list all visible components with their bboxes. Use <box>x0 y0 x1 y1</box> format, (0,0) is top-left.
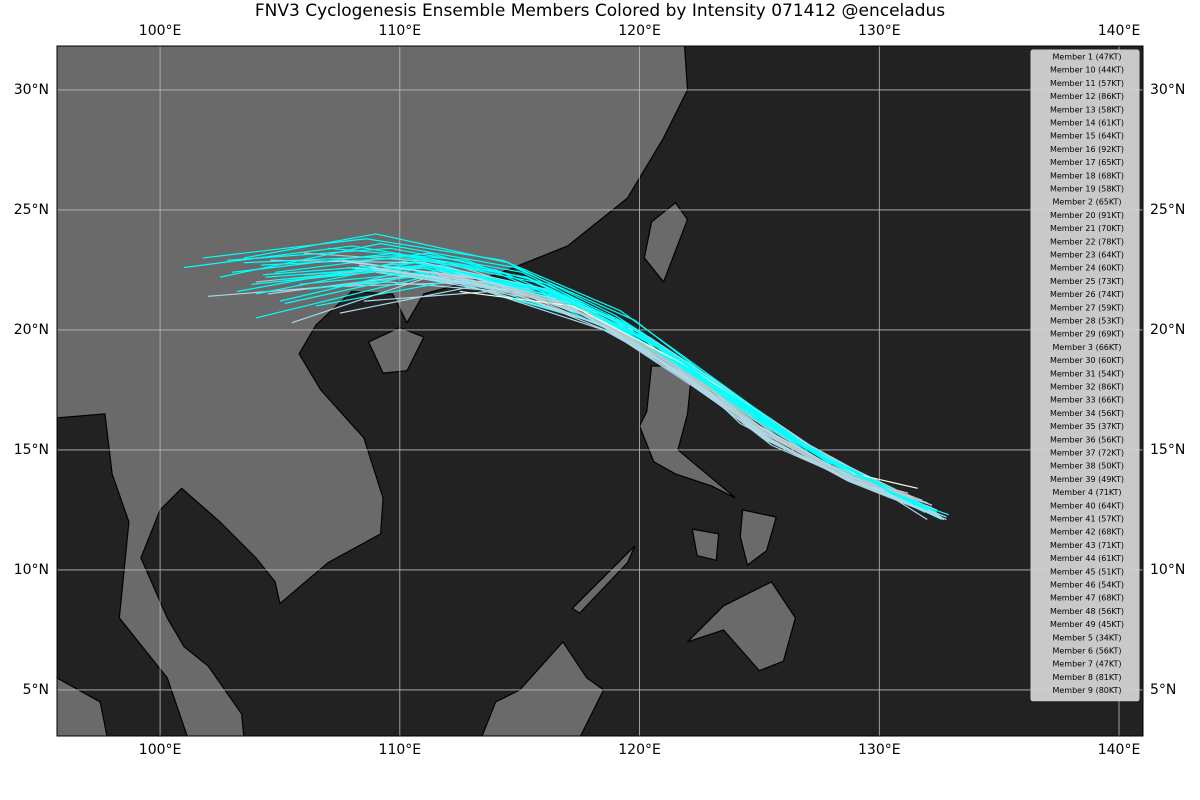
frame <box>56 45 1144 737</box>
legend-entry: Member 35 (37KT) <box>1050 422 1124 431</box>
legend-entry: Member 30 (60KT) <box>1050 356 1124 365</box>
legend-entry: Member 34 (56KT) <box>1050 409 1124 418</box>
legend-entry: Member 47 (68KT) <box>1050 594 1124 603</box>
legend-entry: Member 22 (78KT) <box>1050 237 1124 246</box>
legend-entry: Member 7 (47KT) <box>1052 660 1121 669</box>
x-tick-label: 110°E <box>379 23 422 39</box>
legend-entry: Member 37 (72KT) <box>1050 449 1124 458</box>
landmass <box>571 545 636 614</box>
x-tick-label: 130°E <box>858 742 901 758</box>
y-tick-label: 20°N <box>14 322 49 338</box>
x-tick-label: 100°E <box>139 742 182 758</box>
storm-track <box>466 283 926 504</box>
landmass <box>691 528 720 562</box>
legend-entry: Member 11 (57KT) <box>1050 79 1124 88</box>
legend-entry: Member 5 (34KT) <box>1052 633 1121 642</box>
legend-entry: Member 29 (69KT) <box>1050 330 1124 339</box>
x-tick-label: 120°E <box>618 23 661 39</box>
legend-entry: Member 9 (80KT) <box>1052 686 1121 695</box>
y-tick-label: 25°N <box>14 202 49 218</box>
y-tick-label: 15°N <box>14 442 49 458</box>
storm-track <box>279 266 938 513</box>
map-title: FNV3 Cyclogenesis Ensemble Members Color… <box>255 1 945 21</box>
y-tick-label: 10°N <box>1150 562 1185 578</box>
x-tick-label: 120°E <box>618 742 661 758</box>
legend: Member 1 (47KT) Member 10 (44KT) Member 11… <box>1030 49 1140 702</box>
legend-entry: Member 16 (92KT) <box>1050 145 1124 154</box>
legend-entry: Member 32 (86KT) <box>1050 383 1124 392</box>
y-tick-label: 15°N <box>1150 442 1185 458</box>
legend-entry: Member 49 (45KT) <box>1050 620 1124 629</box>
landmass <box>481 640 605 736</box>
legend-entry: Member 18 (68KT) <box>1050 171 1124 180</box>
legend-entry: Member 6 (56KT) <box>1052 647 1121 656</box>
legend-entry: Member 3 (66KT) <box>1052 343 1121 352</box>
y-tick-label: 5°N <box>23 682 49 698</box>
landmass <box>687 581 797 672</box>
legend-entry: Member 46 (54KT) <box>1050 581 1124 590</box>
legend-entry: Member 8 (81KT) <box>1052 673 1121 682</box>
legend-entry: Member 13 (58KT) <box>1050 105 1124 114</box>
x-tick-label: 110°E <box>379 742 422 758</box>
landmass <box>638 365 736 499</box>
legend-entry: Member 4 (71KT) <box>1052 488 1121 497</box>
legend-entry: Member 40 (64KT) <box>1050 501 1124 510</box>
legend-entry: Member 24 (60KT) <box>1050 264 1124 273</box>
legend-entry: Member 23 (64KT) <box>1050 251 1124 260</box>
legend-entry: Member 48 (56KT) <box>1050 607 1124 616</box>
y-tick-label: 30°N <box>1150 82 1185 98</box>
x-tick-label: 140°E <box>1098 23 1141 39</box>
y-tick-label: 10°N <box>14 562 49 578</box>
legend-entry: Member 20 (91KT) <box>1050 211 1124 220</box>
legend-entry: Member 42 (68KT) <box>1050 528 1124 537</box>
legend-entry: Member 33 (66KT) <box>1050 396 1124 405</box>
legend-entry: Member 19 (58KT) <box>1050 185 1124 194</box>
y-tick-label: 5°N <box>1150 682 1176 698</box>
legend-entry: Member 38 (50KT) <box>1050 462 1124 471</box>
legend-box <box>1030 49 1140 702</box>
legend-entry: Member 31 (54KT) <box>1050 369 1124 378</box>
legend-entry: Member 41 (57KT) <box>1050 515 1124 524</box>
storm-track <box>342 259 935 516</box>
legend-entry: Member 26 (74KT) <box>1050 290 1124 299</box>
legend-entry: Member 28 (53KT) <box>1050 317 1124 326</box>
legend-entry: Member 14 (61KT) <box>1050 119 1124 128</box>
landmass <box>643 201 689 284</box>
y-tick-label: 30°N <box>14 82 49 98</box>
x-tick-label: 140°E <box>1098 742 1141 758</box>
x-tick-label: 100°E <box>139 23 182 39</box>
legend-entry: Member 17 (65KT) <box>1050 158 1124 167</box>
landmass <box>739 509 777 567</box>
legend-entry: Member 2 (65KT) <box>1052 198 1121 207</box>
legend-entry: Member 25 (73KT) <box>1050 277 1124 286</box>
tracks <box>183 233 950 521</box>
legend-entry: Member 1 (47KT) <box>1052 53 1121 62</box>
landmass <box>57 677 108 736</box>
land <box>57 46 797 736</box>
legend-entry: Member 12 (86KT) <box>1050 92 1124 101</box>
legend-entry: Member 21 (70KT) <box>1050 224 1124 233</box>
y-tick-label: 20°N <box>1150 322 1185 338</box>
legend-entry: Member 44 (61KT) <box>1050 554 1124 563</box>
storm-track <box>263 262 928 511</box>
legend-entry: Member 27 (59KT) <box>1050 303 1124 312</box>
x-tick-label: 130°E <box>858 23 901 39</box>
storm-track <box>358 264 940 518</box>
legend-entry: Member 36 (56KT) <box>1050 435 1124 444</box>
legend-entry: Member 39 (49KT) <box>1050 475 1124 484</box>
storm-track <box>219 242 928 513</box>
legend-entry: Member 15 (64KT) <box>1050 132 1124 141</box>
ticks: 100°E 100°E 110°E 110°E 120°E 120°E 130°E 130°E… <box>14 23 1186 758</box>
legend-entry: Member 43 (71KT) <box>1050 541 1124 550</box>
legend-entry: Member 10 (44KT) <box>1050 66 1124 75</box>
y-tick-label: 25°N <box>1150 202 1185 218</box>
legend-entry: Member 45 (51KT) <box>1050 567 1124 576</box>
